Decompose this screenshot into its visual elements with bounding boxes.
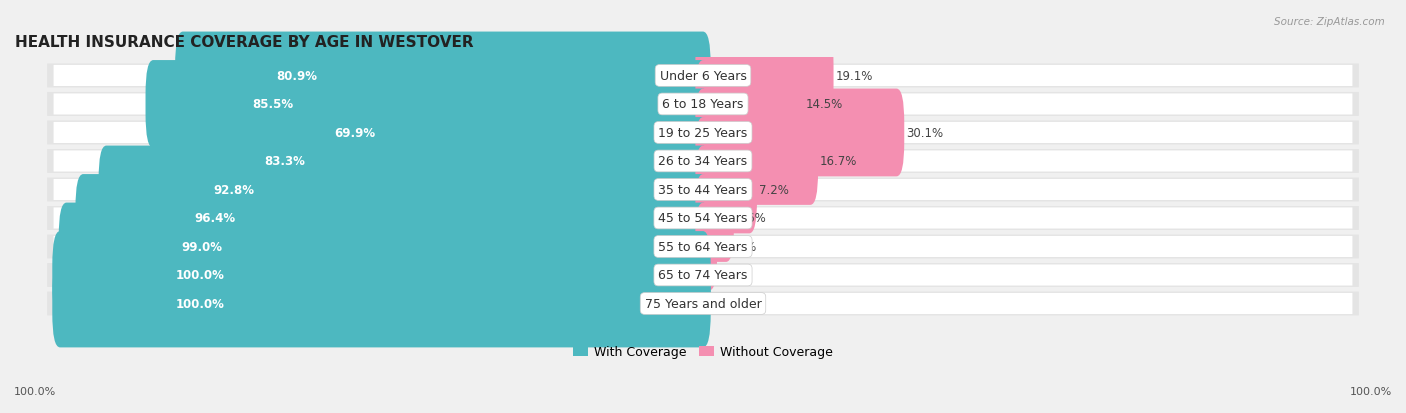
FancyBboxPatch shape xyxy=(53,66,1353,87)
Text: 80.9%: 80.9% xyxy=(277,70,318,83)
Text: 3.6%: 3.6% xyxy=(735,212,765,225)
Text: 0.0%: 0.0% xyxy=(713,297,742,310)
Text: 65 to 74 Years: 65 to 74 Years xyxy=(658,269,748,282)
FancyBboxPatch shape xyxy=(48,178,1358,202)
FancyBboxPatch shape xyxy=(48,64,1358,88)
Text: 99.0%: 99.0% xyxy=(181,240,222,254)
FancyBboxPatch shape xyxy=(696,175,734,262)
FancyBboxPatch shape xyxy=(53,151,1353,172)
FancyBboxPatch shape xyxy=(48,150,1358,173)
Text: 35 to 44 Years: 35 to 44 Years xyxy=(658,183,748,197)
Text: 100.0%: 100.0% xyxy=(1350,387,1392,396)
Text: Under 6 Years: Under 6 Years xyxy=(659,70,747,83)
FancyBboxPatch shape xyxy=(52,232,710,319)
Text: 75 Years and older: 75 Years and older xyxy=(644,297,762,310)
FancyBboxPatch shape xyxy=(48,263,1358,287)
Text: 14.5%: 14.5% xyxy=(806,98,844,111)
FancyBboxPatch shape xyxy=(696,33,834,120)
FancyBboxPatch shape xyxy=(53,180,1353,201)
FancyBboxPatch shape xyxy=(48,206,1358,230)
FancyBboxPatch shape xyxy=(76,175,710,262)
Text: 96.4%: 96.4% xyxy=(194,212,236,225)
Text: 100.0%: 100.0% xyxy=(14,387,56,396)
FancyBboxPatch shape xyxy=(59,203,710,291)
FancyBboxPatch shape xyxy=(696,118,818,205)
Text: 100.0%: 100.0% xyxy=(176,297,225,310)
FancyBboxPatch shape xyxy=(48,292,1358,316)
FancyBboxPatch shape xyxy=(53,208,1353,229)
FancyBboxPatch shape xyxy=(53,123,1353,144)
FancyBboxPatch shape xyxy=(160,118,710,205)
FancyBboxPatch shape xyxy=(146,61,710,149)
FancyBboxPatch shape xyxy=(53,293,1353,314)
Text: 92.8%: 92.8% xyxy=(214,183,254,197)
FancyBboxPatch shape xyxy=(52,260,710,348)
Text: 83.3%: 83.3% xyxy=(264,155,305,168)
Text: 0.0%: 0.0% xyxy=(713,269,742,282)
Text: 85.5%: 85.5% xyxy=(252,98,294,111)
Text: 26 to 34 Years: 26 to 34 Years xyxy=(658,155,748,168)
FancyBboxPatch shape xyxy=(696,61,804,149)
Text: 16.7%: 16.7% xyxy=(820,155,858,168)
FancyBboxPatch shape xyxy=(246,89,710,177)
Text: 19 to 25 Years: 19 to 25 Years xyxy=(658,127,748,140)
FancyBboxPatch shape xyxy=(98,146,710,234)
Legend: With Coverage, Without Coverage: With Coverage, Without Coverage xyxy=(568,341,838,363)
Text: 69.9%: 69.9% xyxy=(335,127,375,140)
FancyBboxPatch shape xyxy=(48,121,1358,145)
Text: 19.1%: 19.1% xyxy=(835,70,873,83)
Text: 30.1%: 30.1% xyxy=(907,127,943,140)
Text: Source: ZipAtlas.com: Source: ZipAtlas.com xyxy=(1274,17,1385,26)
FancyBboxPatch shape xyxy=(696,89,904,177)
FancyBboxPatch shape xyxy=(53,265,1353,286)
FancyBboxPatch shape xyxy=(696,146,756,234)
FancyBboxPatch shape xyxy=(53,236,1353,257)
Text: HEALTH INSURANCE COVERAGE BY AGE IN WESTOVER: HEALTH INSURANCE COVERAGE BY AGE IN WEST… xyxy=(15,35,474,50)
FancyBboxPatch shape xyxy=(696,203,717,291)
FancyBboxPatch shape xyxy=(48,93,1358,116)
Text: 6 to 18 Years: 6 to 18 Years xyxy=(662,98,744,111)
Text: 0.99%: 0.99% xyxy=(718,240,756,254)
Text: 55 to 64 Years: 55 to 64 Years xyxy=(658,240,748,254)
Text: 45 to 54 Years: 45 to 54 Years xyxy=(658,212,748,225)
FancyBboxPatch shape xyxy=(48,235,1358,259)
FancyBboxPatch shape xyxy=(176,33,710,120)
FancyBboxPatch shape xyxy=(53,94,1353,115)
Text: 7.2%: 7.2% xyxy=(759,183,789,197)
Text: 100.0%: 100.0% xyxy=(176,269,225,282)
